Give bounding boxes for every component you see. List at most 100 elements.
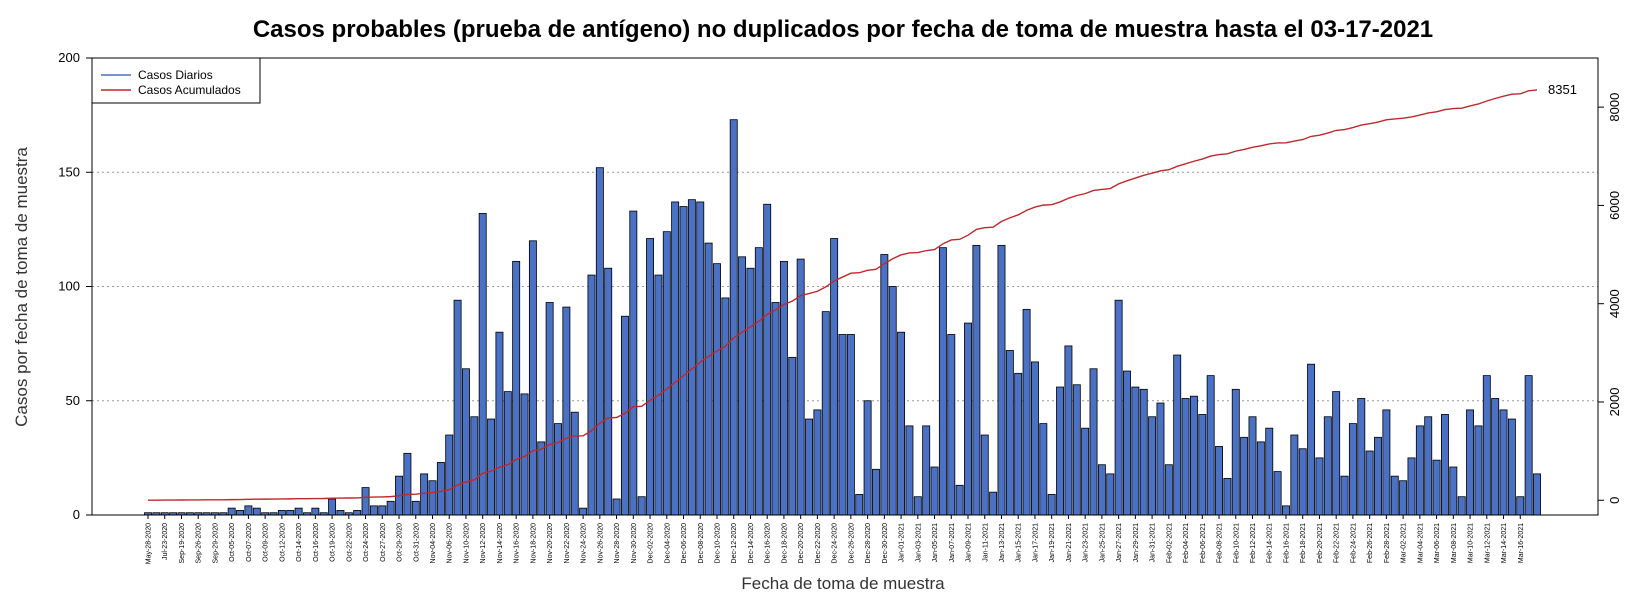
x-tick-label: Dec-12-2020 — [731, 523, 738, 564]
bar — [1056, 386, 1065, 516]
bar — [1282, 505, 1290, 516]
bar — [1516, 496, 1525, 516]
bar — [1114, 299, 1123, 516]
bar — [620, 315, 629, 516]
x-tick-label: Mar-06-2021 — [1434, 523, 1441, 563]
bar — [989, 491, 998, 516]
bar — [445, 434, 454, 516]
x-tick-label: Jan-01-2021 — [899, 523, 906, 562]
bar — [754, 247, 763, 516]
bar — [997, 244, 1006, 516]
bar — [1474, 425, 1483, 516]
x-tick-label: Dec-24-2020 — [832, 523, 839, 564]
x-tick-label: Feb-24-2021 — [1350, 523, 1357, 563]
bar — [980, 434, 989, 516]
chart-title: Casos probables (prueba de antígeno) no … — [253, 16, 1433, 43]
x-tick-label: Oct-05-2020 — [229, 523, 236, 562]
bar — [1081, 427, 1090, 516]
bar — [855, 494, 864, 516]
bar — [1005, 350, 1014, 516]
bar — [930, 466, 939, 516]
bar — [846, 334, 855, 516]
bar — [537, 441, 546, 516]
bar — [1491, 398, 1500, 516]
bar — [671, 201, 680, 516]
x-tick-label: Feb-02-2021 — [1166, 523, 1173, 563]
bar — [1131, 386, 1140, 516]
bar — [646, 238, 654, 516]
cumulative-line-layer — [147, 89, 1538, 501]
y2-tick-label: 8000 — [1607, 93, 1622, 122]
bar — [1215, 446, 1223, 516]
x-tick-label: Dec-20-2020 — [798, 523, 805, 564]
x-tick-label: Jan-23-2021 — [1083, 523, 1090, 562]
bar — [1198, 414, 1207, 516]
x-tick-label: Jan-05-2021 — [932, 523, 939, 562]
bar — [1189, 395, 1198, 516]
bar — [1424, 416, 1433, 516]
x-tick-label: Feb-16-2021 — [1283, 523, 1290, 563]
bar — [763, 203, 772, 516]
bar — [1524, 375, 1533, 516]
bar — [470, 416, 479, 516]
bar — [554, 423, 562, 516]
x-tick-label: Dec-16-2020 — [765, 523, 772, 564]
bar — [1248, 416, 1257, 516]
bar — [696, 201, 705, 516]
x-tick-label: Feb-08-2021 — [1217, 523, 1224, 563]
y2-tick-label: 0 — [1607, 497, 1622, 504]
bar — [1223, 478, 1232, 516]
bar — [512, 260, 521, 516]
bar — [1072, 384, 1081, 516]
x-tick-label: Nov-16-2020 — [514, 523, 521, 564]
bar — [872, 468, 880, 516]
bar — [579, 507, 588, 516]
bar — [637, 496, 646, 516]
bar — [1432, 459, 1441, 516]
bar — [1533, 473, 1541, 516]
bar — [252, 507, 261, 516]
bar — [1106, 473, 1115, 516]
bar — [838, 334, 847, 516]
bar — [1089, 368, 1098, 516]
x-tick-label: Mar-10-2021 — [1468, 523, 1475, 563]
bar — [1407, 457, 1416, 516]
x-tick-label: Oct-19-2020 — [330, 523, 337, 562]
bar — [629, 210, 638, 516]
x-tick-label: Dec-18-2020 — [781, 523, 788, 564]
x-tick-label: Nov-26-2020 — [597, 523, 604, 564]
bar — [403, 452, 412, 516]
y-tick-label: 200 — [58, 50, 80, 65]
cumulative-line — [147, 89, 1538, 501]
x-tick-label: Feb-12-2021 — [1250, 523, 1257, 563]
bar — [353, 510, 362, 516]
x-tick-label: Jul-23-2020 — [162, 523, 169, 560]
bar — [436, 462, 445, 516]
bar — [453, 299, 462, 516]
x-tick-label: Feb-18-2021 — [1300, 523, 1307, 563]
x-tick-label: Jan-15-2021 — [1016, 523, 1023, 562]
x-tick-label: Nov-20-2020 — [547, 523, 554, 564]
bar — [1047, 494, 1056, 516]
axes: 05010015020002000400060008000May-28-2020… — [58, 50, 1622, 564]
grid-lines — [92, 171, 1598, 402]
x-tick-label: Nov-24-2020 — [581, 523, 588, 564]
x-tick-label: Feb-26-2021 — [1367, 523, 1374, 563]
x-axis-label: Fecha de toma de muestra — [741, 574, 945, 593]
bar — [729, 119, 738, 516]
bar — [746, 267, 755, 516]
x-tick-label: Mar-16-2021 — [1518, 523, 1525, 563]
bar — [1499, 409, 1508, 516]
bar — [788, 356, 797, 516]
x-tick-label: Oct-31-2020 — [413, 523, 420, 562]
bar — [1382, 409, 1391, 516]
bar — [1039, 423, 1048, 516]
bar — [1181, 398, 1190, 516]
x-tick-label: Jan-13-2021 — [999, 523, 1006, 562]
bar — [227, 507, 236, 516]
bar — [1022, 308, 1031, 516]
bar — [328, 498, 337, 516]
bar — [1273, 471, 1282, 516]
bar — [771, 302, 780, 516]
x-tick-label: Jan-07-2021 — [949, 523, 956, 562]
